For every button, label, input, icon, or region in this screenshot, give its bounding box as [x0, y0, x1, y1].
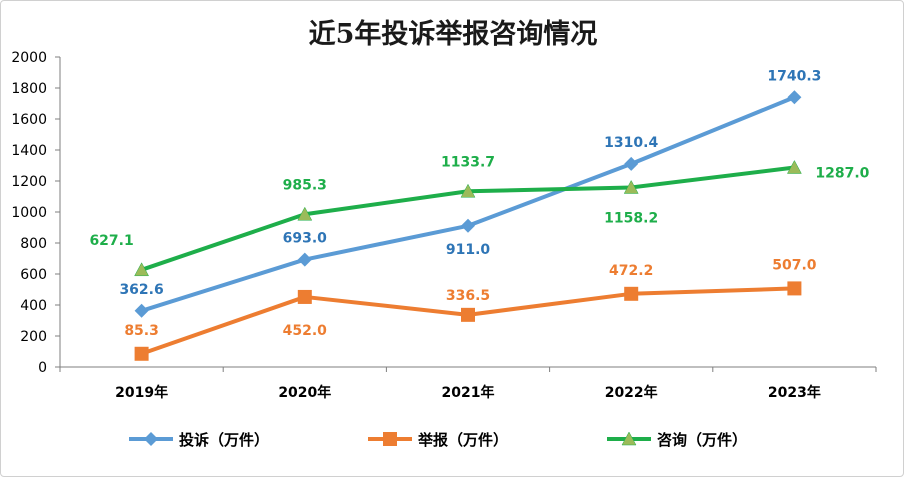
y-tick-label: 1800 — [11, 81, 47, 97]
report-data-label: 507.0 — [772, 257, 817, 273]
x-tick-label: 2021年 — [442, 384, 495, 401]
complaint-data-label: 1740.3 — [767, 68, 821, 84]
report-data-point — [624, 286, 639, 301]
y-tick-label: 2000 — [11, 50, 47, 66]
report-data-label: 336.5 — [446, 288, 490, 304]
legend-item-report: 举报（万件） — [368, 431, 508, 449]
report-data-point — [134, 346, 149, 361]
complaint-data-label: 911.0 — [446, 242, 491, 258]
complaint-data-point — [134, 303, 149, 318]
inquiry-data-point — [623, 179, 639, 194]
complaint-data-point — [297, 252, 312, 267]
report-data-label: 452.0 — [283, 323, 328, 339]
complaint-data-label: 1310.4 — [604, 135, 658, 151]
y-tick-label: 1200 — [11, 174, 47, 190]
legend-item-complaint: 投诉（万件） — [129, 431, 269, 449]
complaint-data-label: 362.6 — [119, 282, 163, 298]
inquiry-data-label: 1133.7 — [441, 154, 495, 170]
legend-label: 举报（万件） — [417, 431, 508, 449]
y-tick-label: 1000 — [11, 205, 47, 221]
inquiry-data-point — [460, 183, 476, 198]
y-tick-label: 1400 — [11, 143, 47, 159]
complaint-series-line — [139, 95, 797, 313]
legend-item-inquiry: 咨询（万件） — [607, 431, 747, 449]
y-tick-label: 800 — [20, 236, 47, 252]
complaint-data-point — [461, 218, 475, 233]
y-tick-label: 400 — [20, 298, 47, 314]
inquiry-data-label: 627.1 — [89, 233, 133, 249]
complaint-data-label: 693.0 — [283, 231, 328, 247]
legend-swatch-marker — [144, 432, 158, 446]
chart-title: 近5年投诉举报咨询情况 — [309, 18, 598, 50]
report-data-label: 85.3 — [124, 323, 159, 339]
inquiry-data-point — [786, 159, 802, 174]
x-tick-label: 2022年 — [605, 384, 658, 401]
x-tick-label: 2020年 — [278, 384, 331, 401]
y-tick-label: 200 — [20, 329, 47, 345]
legend-swatch-marker — [621, 431, 637, 446]
y-tick-label: 600 — [20, 267, 47, 283]
legend-label: 咨询（万件） — [657, 431, 747, 449]
y-tick-label: 1600 — [11, 112, 47, 128]
report-data-point — [461, 307, 475, 322]
report-data-point — [297, 289, 312, 304]
inquiry-data-label: 985.3 — [283, 177, 327, 193]
inquiry-data-label: 1158.2 — [604, 210, 658, 226]
legend-label: 投诉（万件） — [179, 431, 269, 449]
legend-swatch-marker — [383, 432, 397, 446]
x-tick-label: 2023年 — [768, 384, 821, 401]
complaint-data-point — [787, 90, 802, 105]
inquiry-data-point — [134, 262, 150, 277]
complaint-data-point — [624, 156, 639, 171]
report-data-label: 472.2 — [609, 263, 653, 279]
x-tick-label: 2019年 — [115, 384, 168, 401]
inquiry-data-point — [297, 206, 313, 221]
report-data-point — [787, 281, 802, 296]
inquiry-data-label: 1287.0 — [815, 166, 869, 182]
y-tick-label: 0 — [38, 360, 47, 376]
